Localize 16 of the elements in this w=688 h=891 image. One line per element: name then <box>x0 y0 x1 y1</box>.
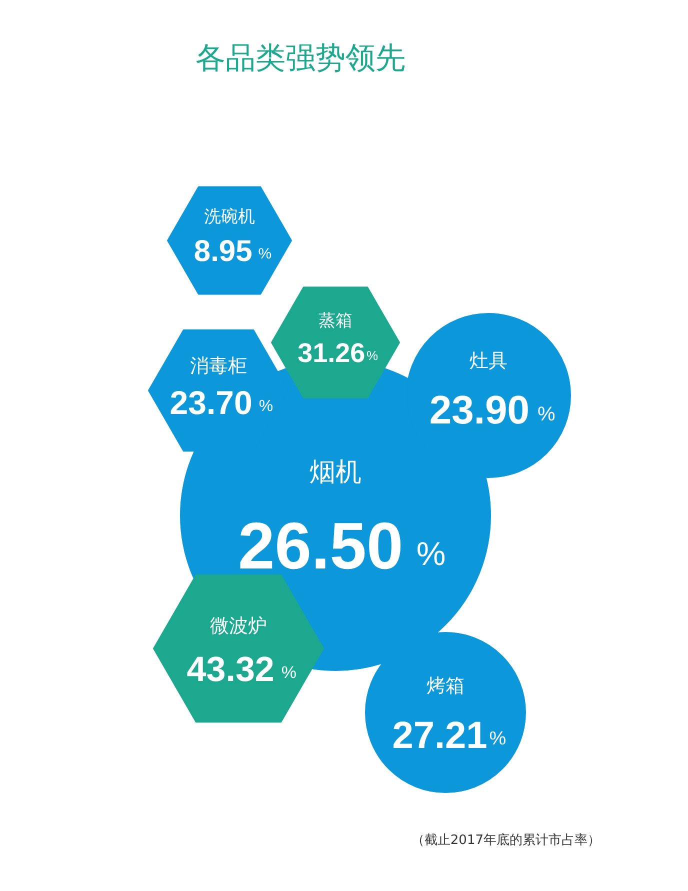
data-label: 43.32 % <box>186 650 296 689</box>
data-label: 27.21% <box>392 715 506 757</box>
data-label: 23.90 % <box>429 388 556 432</box>
category-label: 烤箱 <box>426 676 464 697</box>
category-label: 洗碗机 <box>204 207 255 226</box>
category-label: 消毒柜 <box>190 356 247 377</box>
data-label: 8.95 % <box>194 235 272 268</box>
text: 各品类强势领先 <box>196 41 406 76</box>
data-label: 26.50 % <box>238 508 446 582</box>
text: （截止2017年底的累计市占率） <box>411 832 601 848</box>
data-label: 31.26% <box>298 338 379 368</box>
category-label: 烟机 <box>310 456 362 486</box>
category-label: 蒸箱 <box>318 311 352 330</box>
data-label: 23.70 % <box>170 384 274 421</box>
category-label: 灶具 <box>470 351 508 372</box>
category-label: 微波炉 <box>210 616 267 637</box>
